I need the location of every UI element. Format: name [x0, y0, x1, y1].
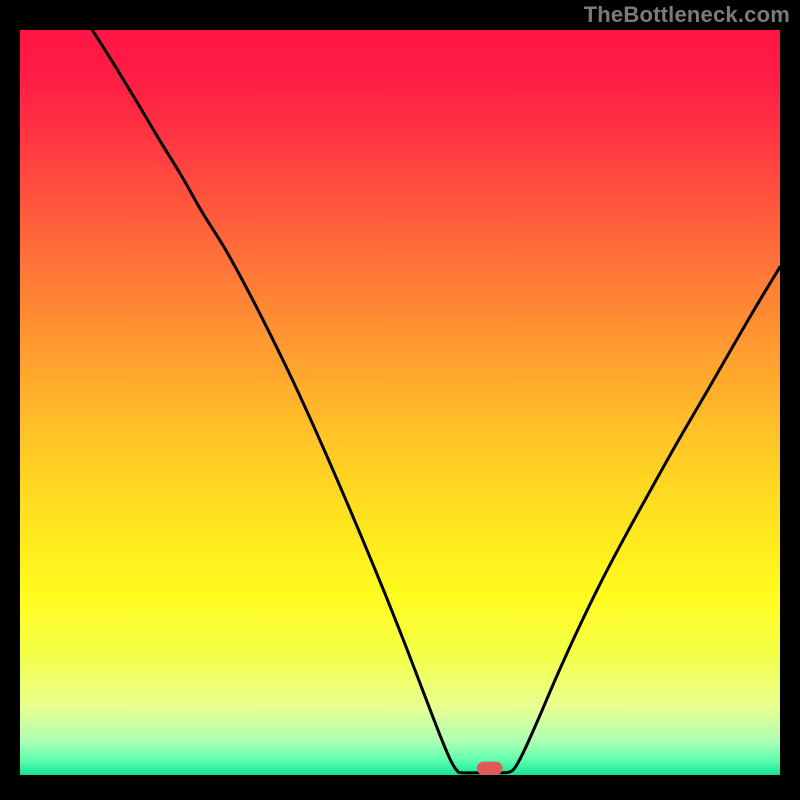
plot-background — [20, 30, 780, 775]
plot-svg — [20, 30, 780, 775]
plot-area — [20, 30, 780, 775]
chart-frame: TheBottleneck.com — [0, 0, 800, 800]
optimal-marker — [477, 762, 503, 775]
watermark-text: TheBottleneck.com — [584, 2, 790, 28]
